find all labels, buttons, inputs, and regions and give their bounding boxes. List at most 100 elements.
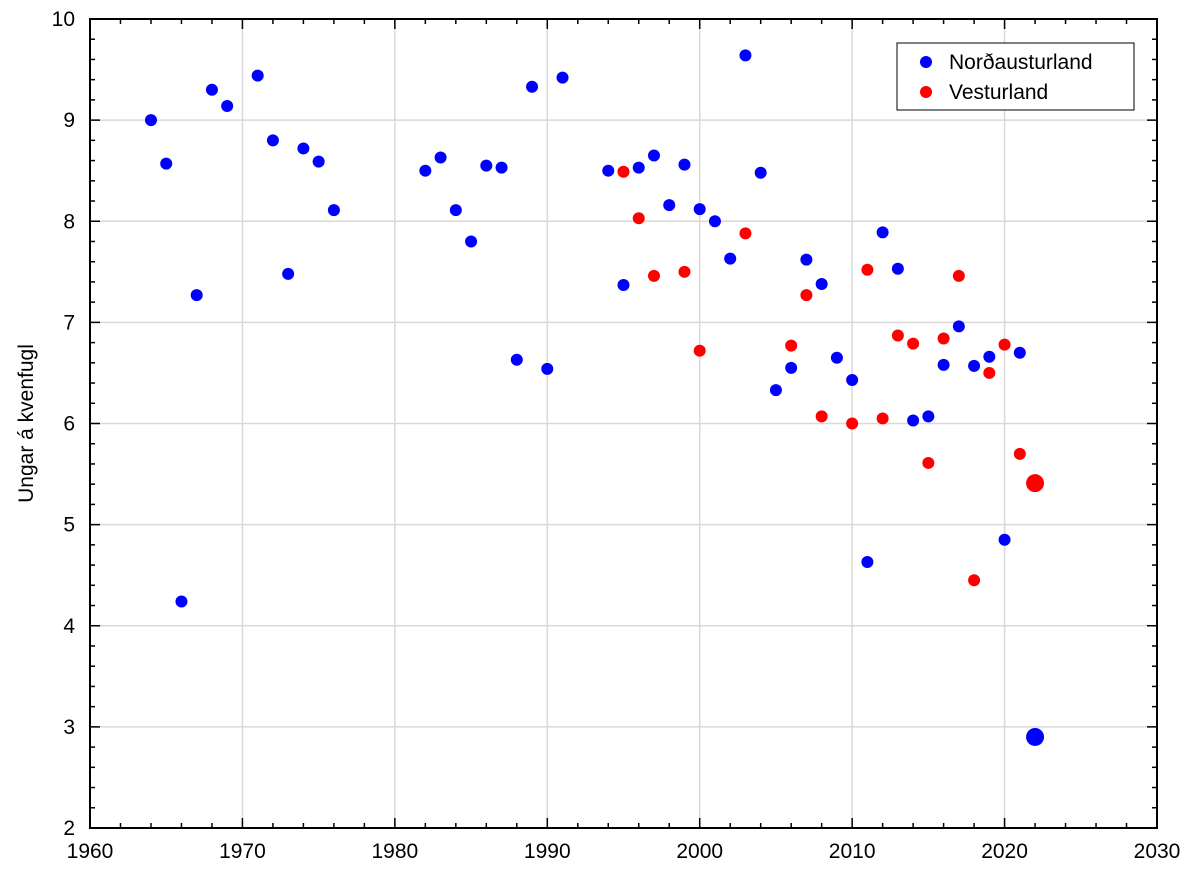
data-point-nordausturland — [724, 252, 737, 265]
y-tick-label: 5 — [63, 514, 75, 537]
legend-marker-vesturland — [920, 86, 932, 98]
data-point-vesturland — [678, 265, 691, 278]
data-point-nordausturland — [510, 353, 523, 366]
data-point-vesturland — [800, 289, 813, 302]
data-point-nordausturland — [693, 203, 706, 216]
y-tick-label: 4 — [63, 615, 75, 638]
data-point-nordausturland — [266, 134, 279, 147]
data-point-nordausturland — [160, 157, 173, 170]
data-point-nordausturland — [1013, 346, 1026, 359]
data-point-nordausturland — [190, 289, 203, 302]
data-point-highlight-nordausturland — [1026, 727, 1045, 746]
data-points — [144, 49, 1045, 746]
data-point-nordausturland — [434, 151, 447, 164]
data-point-nordausturland — [846, 374, 859, 387]
data-point-nordausturland — [754, 166, 767, 179]
data-point-nordausturland — [907, 414, 920, 427]
data-point-vesturland — [846, 417, 859, 430]
legend-label-nordausturland: Norðausturland — [949, 51, 1093, 74]
data-point-nordausturland — [419, 164, 432, 177]
data-point-nordausturland — [221, 99, 234, 112]
plot-frame — [89, 18, 1158, 829]
data-point-nordausturland — [739, 49, 752, 62]
data-point-vesturland — [891, 329, 904, 342]
legend: Norðausturland Vesturland — [896, 42, 1135, 111]
legend-box — [896, 42, 1135, 111]
y-tick-label: 3 — [63, 716, 75, 739]
data-point-vesturland — [815, 410, 828, 423]
data-point-vesturland — [983, 366, 996, 379]
grid-layer — [90, 19, 1157, 828]
data-point-vesturland — [968, 574, 981, 587]
data-point-nordausturland — [830, 351, 843, 364]
x-tick-label: 2000 — [676, 840, 723, 863]
data-point-nordausturland — [861, 556, 874, 569]
y-tick-label: 7 — [63, 311, 75, 334]
data-point-nordausturland — [678, 158, 691, 171]
y-axis-title: Ungar á kvenfugl — [15, 344, 38, 503]
data-point-nordausturland — [602, 164, 615, 177]
data-point-nordausturland — [205, 83, 218, 96]
x-tick-label: 2030 — [1134, 840, 1181, 863]
data-point-nordausturland — [937, 358, 950, 371]
data-point-vesturland — [785, 339, 798, 352]
data-point-nordausturland — [297, 142, 310, 155]
data-point-vesturland — [647, 269, 660, 282]
data-point-nordausturland — [800, 253, 813, 266]
data-point-nordausturland — [998, 533, 1011, 546]
data-point-nordausturland — [312, 155, 325, 168]
data-point-nordausturland — [876, 226, 889, 239]
y-tick-label: 6 — [63, 413, 75, 436]
x-tick-label: 1970 — [219, 840, 266, 863]
data-point-vesturland — [693, 344, 706, 357]
data-point-vesturland — [907, 337, 920, 350]
tick-labels: 1960 1970 1980 1990 2000 2010 2020 2030 2 3 4 5 6 7 8 9… — [52, 8, 1181, 863]
data-point-nordausturland — [708, 215, 721, 228]
data-point-nordausturland — [282, 267, 295, 280]
x-tick-label: 2010 — [829, 840, 876, 863]
data-point-nordausturland — [769, 384, 782, 397]
data-point-nordausturland — [785, 361, 798, 374]
x-tick-label: 1980 — [371, 840, 418, 863]
data-point-vesturland — [861, 263, 874, 276]
x-tick-label: 1990 — [524, 840, 571, 863]
data-point-vesturland — [632, 212, 645, 225]
data-point-vesturland — [937, 332, 950, 345]
data-point-nordausturland — [617, 278, 630, 291]
data-point-nordausturland — [251, 69, 264, 82]
x-tick-label: 1960 — [67, 840, 114, 863]
y-tick-label: 8 — [63, 210, 75, 233]
data-point-vesturland — [1013, 447, 1026, 460]
data-point-nordausturland — [449, 204, 462, 217]
y-tick-label: 10 — [52, 8, 75, 31]
legend-marker-nordausturland — [920, 56, 932, 68]
data-point-nordausturland — [968, 359, 981, 372]
data-point-nordausturland — [144, 114, 157, 127]
data-point-highlight-vesturland — [1026, 474, 1045, 493]
data-point-nordausturland — [891, 262, 904, 275]
data-point-nordausturland — [175, 595, 188, 608]
data-point-vesturland — [617, 165, 630, 178]
data-point-nordausturland — [952, 320, 965, 333]
data-point-nordausturland — [327, 204, 340, 217]
data-point-nordausturland — [495, 161, 508, 174]
data-point-nordausturland — [556, 71, 569, 84]
data-point-nordausturland — [632, 161, 645, 174]
data-point-vesturland — [998, 338, 1011, 351]
y-tick-label: 2 — [63, 817, 75, 840]
data-point-nordausturland — [465, 235, 478, 248]
data-point-nordausturland — [983, 350, 996, 363]
data-point-vesturland — [952, 269, 965, 282]
data-point-vesturland — [922, 456, 935, 469]
data-point-vesturland — [876, 412, 889, 425]
data-point-nordausturland — [647, 149, 660, 162]
data-point-nordausturland — [480, 159, 493, 172]
data-point-nordausturland — [815, 277, 828, 290]
data-point-nordausturland — [663, 199, 676, 212]
x-tick-label: 2020 — [981, 840, 1028, 863]
data-point-nordausturland — [541, 362, 554, 375]
data-point-nordausturland — [922, 410, 935, 423]
data-point-vesturland — [739, 227, 752, 240]
data-point-nordausturland — [526, 80, 539, 93]
